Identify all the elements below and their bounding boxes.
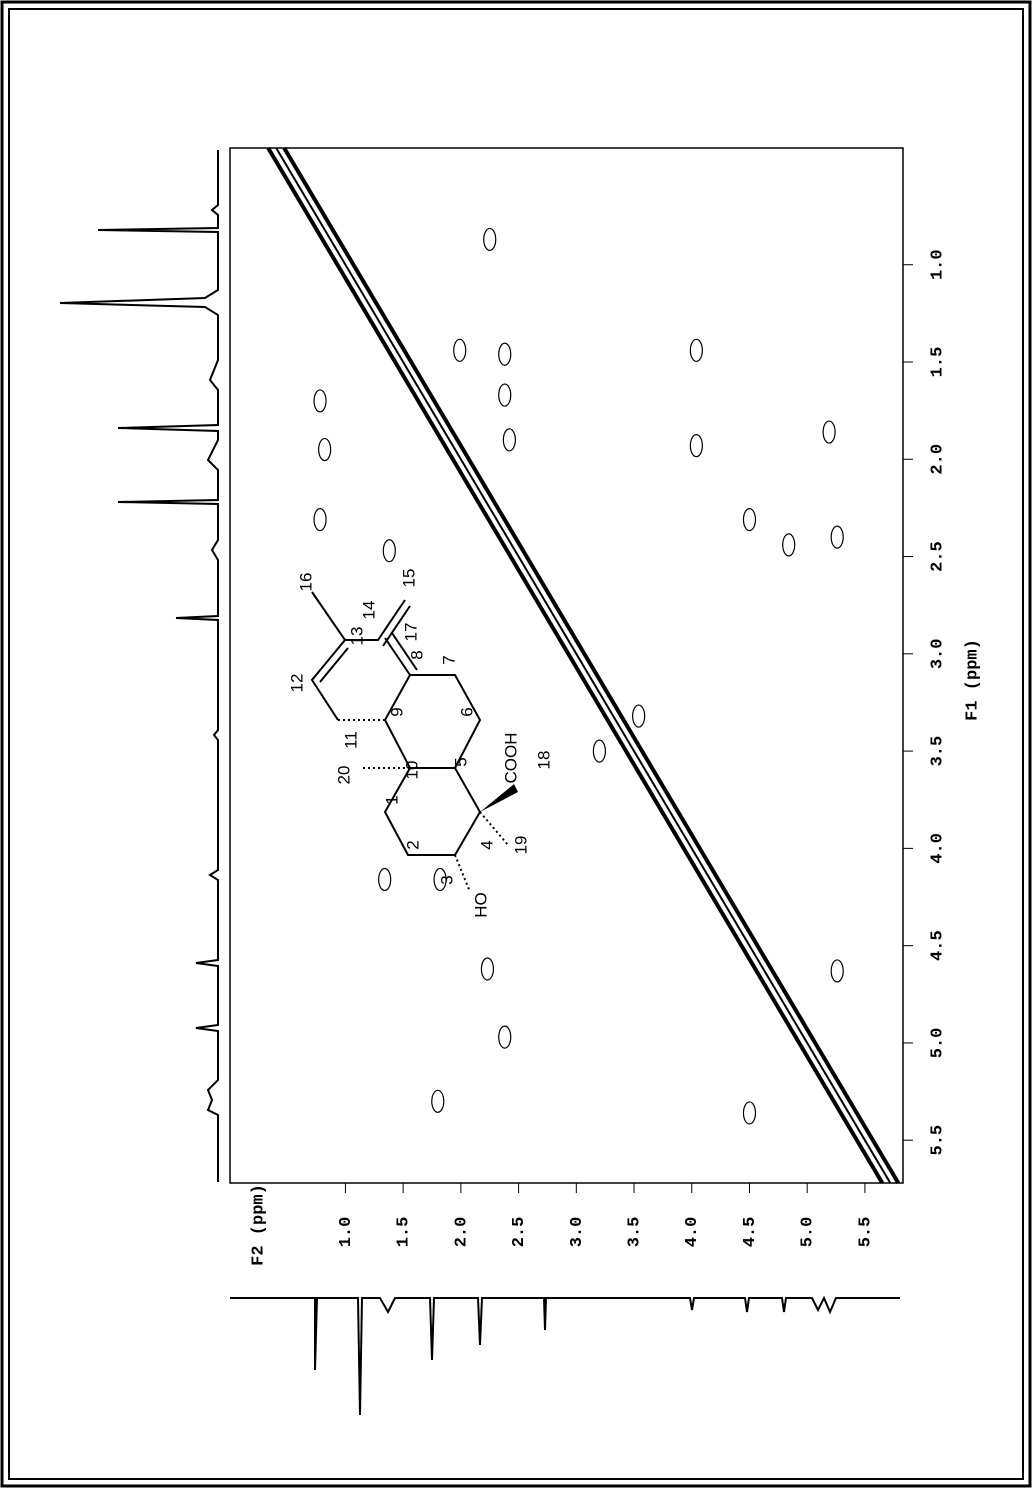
atom-label: 7 [439,655,458,664]
x-tick-label: 3.0 [928,639,947,670]
atom-label: 2 [403,840,422,849]
cross-peak [483,227,497,252]
plot-frame [229,147,904,1184]
cross-peak [782,533,796,557]
atom-label: 16 [296,573,315,592]
x-tick-label: 3.5 [928,736,947,767]
x-tick-label: 1.5 [928,347,947,378]
atom-label: 17 [401,623,420,642]
f2-projection [230,1295,900,1416]
y-tick-label: 5.0 [799,1217,818,1248]
atom-label: 19 [511,836,530,855]
diagonal [275,147,892,1184]
y-tick-label: 3.0 [568,1217,587,1248]
ring-a [383,767,482,856]
cross-peak [453,338,467,362]
cross-peak [498,383,512,407]
x-tick-label: 2.0 [928,444,947,475]
x-axis-label: F1 (ppm) [963,639,982,721]
cross-peak [318,437,332,462]
double-12 [319,647,349,683]
atom-label: 10 [402,761,421,780]
y-tick-label: 3.5 [626,1217,645,1248]
x-tick-label: 4.0 [928,833,947,864]
cross-peak [632,704,646,728]
atom-label: 13 [347,627,366,646]
y-tick-label: 1.5 [395,1217,414,1248]
x-tick-label: 5.5 [928,1125,947,1156]
cross-peak [498,342,512,366]
atom-label: 1 [382,795,401,804]
inner-frame [8,8,1024,1480]
diagonal [282,146,901,1185]
cross-peak [742,1101,757,1125]
cross-peak [313,507,327,532]
y-tick-label: 2.5 [510,1217,529,1248]
cross-peak [480,957,495,981]
diene [345,599,406,641]
x-tick-label: 4.5 [928,930,947,961]
cross-peak [382,539,396,563]
atom-label: 9 [387,707,406,716]
cross-peak [689,434,703,458]
atom-label: 12 [287,674,306,693]
atom-label: 6 [457,707,476,716]
molecule [310,591,518,893]
cross-peak [822,420,836,444]
x-tick-label: 5.0 [928,1028,947,1059]
y-tick-label: 1.0 [337,1217,356,1248]
cross-peak [378,867,392,892]
bond-c19 [479,811,509,846]
atom-label: 20 [334,766,353,785]
y-tick-label: 4.5 [741,1217,760,1248]
cross-peak [830,525,844,549]
side-chain [310,591,347,721]
bond-oh [454,854,471,893]
cross-peak [689,338,703,362]
atom-label: 15 [399,569,418,588]
double-14 [382,605,411,647]
f1-projection [59,150,219,1182]
y-axis-label: F2 (ppm) [249,1184,268,1266]
ring-b [383,674,482,769]
y-tick-label: 4.0 [683,1217,702,1248]
atom-label: 3 [437,875,456,884]
cross-peak [433,867,447,892]
x-tick-label: 1.0 [928,249,947,280]
cross-peak [592,739,606,763]
x-tick-label: 2.5 [928,541,947,572]
atom-label: 11 [341,731,360,749]
hydroxyl-label: HO [471,892,490,918]
cross-peak [313,389,327,413]
cross-peak [431,1089,445,1113]
cross-peak [498,1025,512,1049]
acid-label: COOH [501,733,520,784]
atom-label: 4 [477,840,496,849]
diagonal [266,146,885,1185]
cross-peak [830,959,844,983]
atom-label: 14 [359,601,378,620]
cross-peak [502,428,516,452]
atom-label: 18 [534,751,553,770]
y-tick-label: 2.0 [452,1217,471,1248]
cross-peak [742,507,757,532]
wedge-cooh [480,784,518,812]
atom-label: 5 [451,757,470,766]
methylene-17 [384,632,418,676]
y-tick-label: 5.5 [856,1217,875,1248]
atom-label: 8 [407,650,426,659]
